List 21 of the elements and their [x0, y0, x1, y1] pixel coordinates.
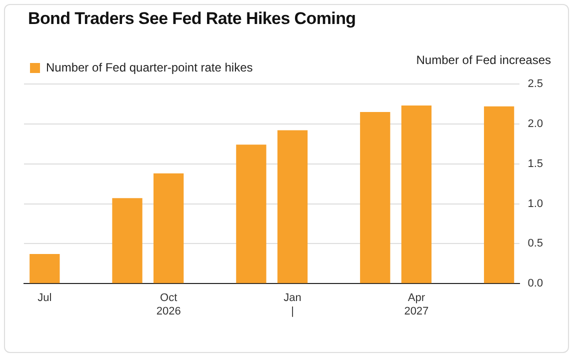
y-tick-label: 2.5 — [528, 78, 544, 90]
bar — [277, 130, 308, 284]
legend-label: Number of Fed quarter-point rate hikes — [46, 60, 253, 74]
chart-title: Bond Traders See Fed Rate Hikes Coming — [28, 9, 356, 29]
y-axis-title: Number of Fed increases — [416, 53, 551, 67]
bar — [360, 112, 390, 284]
x-tick-label: Oct 2026 — [156, 292, 181, 318]
bar — [484, 106, 514, 284]
y-tick-label: 0.5 — [528, 238, 544, 250]
bar — [401, 106, 432, 284]
bar — [236, 144, 266, 284]
y-tick-label: 1.5 — [528, 158, 544, 170]
bar — [30, 254, 60, 284]
x-tick-label: Apr 2027 — [404, 292, 429, 318]
y-tick-label: 2.0 — [528, 118, 544, 130]
bar — [112, 198, 142, 284]
y-tick-label: 0.0 — [528, 278, 544, 290]
bar — [154, 173, 184, 284]
y-tick-label: 1.0 — [528, 198, 544, 210]
x-tick-label: Jan | — [284, 292, 302, 318]
x-tick-label: Jul — [38, 292, 52, 304]
